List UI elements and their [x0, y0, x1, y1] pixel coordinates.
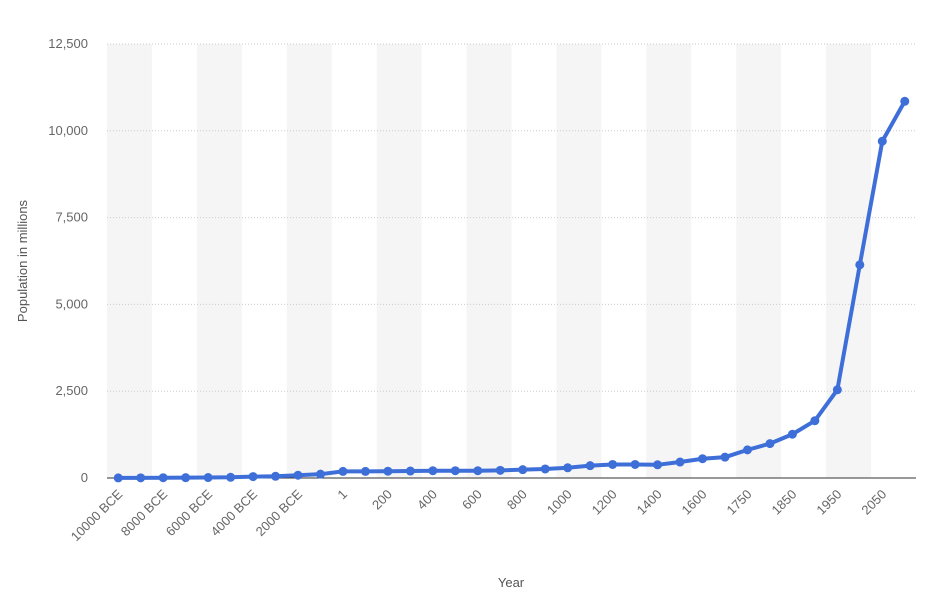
data-point: [428, 466, 438, 476]
x-tick-label: 400: [414, 487, 440, 513]
x-tick-label: 8000 BCE: [118, 486, 171, 539]
y-tick-label: 7,500: [55, 210, 88, 225]
data-point: [248, 472, 258, 482]
data-point: [832, 385, 842, 395]
data-point: [742, 445, 752, 455]
x-tick-label: 1000: [544, 487, 575, 518]
data-point: [630, 459, 640, 469]
y-axis-ticks: 0 2,500 5,000 7,500 10,000 12,500: [48, 36, 88, 485]
data-point: [293, 470, 303, 480]
y-tick-label: 12,500: [48, 36, 88, 51]
x-tick-label: 200: [369, 487, 395, 513]
y-tick-label: 10,000: [48, 123, 88, 138]
x-tick-label: 4000 BCE: [208, 486, 261, 539]
x-tick-label: 10000 BCE: [68, 486, 126, 544]
y-tick-label: 0: [81, 470, 88, 485]
y-tick-label: 2,500: [55, 383, 88, 398]
data-point: [540, 464, 550, 474]
data-point: [765, 439, 775, 449]
column-band: [107, 44, 152, 478]
data-point: [495, 465, 505, 475]
x-tick-label: 1600: [679, 487, 710, 518]
data-point: [653, 460, 663, 470]
x-tick-label: 2050: [858, 487, 889, 518]
data-point: [113, 473, 123, 483]
x-tick-label: 1750: [724, 487, 755, 518]
x-tick-label: 1400: [634, 487, 665, 518]
data-point: [203, 473, 213, 483]
x-tick-label: 1950: [813, 487, 844, 518]
x-tick-label: 1850: [768, 487, 799, 518]
data-point: [787, 429, 797, 439]
data-point: [226, 472, 236, 482]
data-point: [518, 465, 528, 475]
data-point: [360, 466, 370, 476]
column-band: [826, 44, 872, 478]
alternating-column-bands: [107, 44, 872, 478]
data-point: [810, 416, 820, 426]
column-band: [556, 44, 602, 478]
column-band: [196, 44, 242, 478]
x-axis-label: Year: [498, 575, 525, 590]
column-band: [466, 44, 512, 478]
data-point: [720, 452, 730, 462]
x-tick-label: 6000 BCE: [163, 486, 216, 539]
data-point: [405, 466, 415, 476]
data-point: [450, 466, 460, 476]
data-point: [181, 473, 191, 483]
data-point: [136, 473, 146, 483]
y-tick-label: 5,000: [55, 296, 88, 311]
data-point: [675, 457, 685, 467]
data-point: [473, 466, 483, 476]
data-point: [271, 471, 281, 481]
column-band: [286, 44, 332, 478]
data-point: [877, 136, 887, 146]
data-point: [855, 260, 865, 270]
data-point: [158, 473, 168, 483]
data-point: [608, 459, 618, 469]
column-band: [376, 44, 422, 478]
x-tick-label: 1200: [589, 487, 620, 518]
x-tick-label: 1: [334, 487, 350, 503]
data-point: [585, 461, 595, 471]
data-point: [900, 96, 910, 106]
x-tick-label: 800: [504, 487, 530, 513]
data-point: [338, 466, 348, 476]
y-axis-label: Population in millions: [15, 199, 30, 322]
column-band: [646, 44, 692, 478]
data-point: [383, 466, 393, 476]
column-band: [736, 44, 782, 478]
data-point: [563, 463, 573, 473]
x-tick-label: 2000 BCE: [253, 486, 306, 539]
data-point: [698, 454, 708, 464]
data-point: [315, 469, 325, 479]
x-tick-label: 600: [459, 487, 485, 513]
data-points: [113, 96, 910, 483]
